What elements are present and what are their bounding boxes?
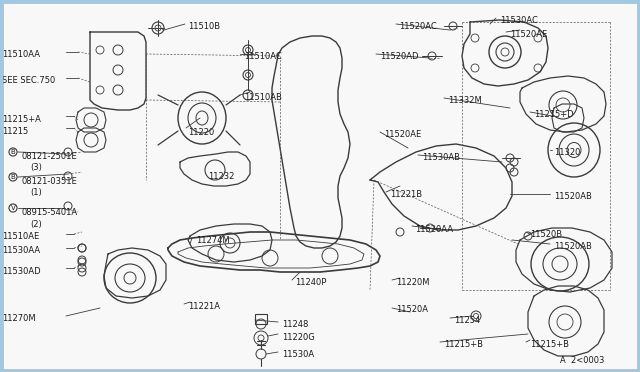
Text: 11270M: 11270M <box>2 314 36 323</box>
Text: 11232: 11232 <box>208 172 234 181</box>
Text: V: V <box>11 205 15 211</box>
Text: 11320: 11320 <box>554 148 580 157</box>
Text: 11520B: 11520B <box>530 230 562 239</box>
Text: B: B <box>11 149 15 155</box>
Text: 11530AA: 11530AA <box>2 246 40 255</box>
Text: 11520AE: 11520AE <box>384 130 421 139</box>
Text: 11510AA: 11510AA <box>2 50 40 59</box>
Text: 11520AB: 11520AB <box>554 242 592 251</box>
Text: 11510AB: 11510AB <box>244 93 282 102</box>
Text: 08121-2501E: 08121-2501E <box>22 152 77 161</box>
Text: 11520AE: 11520AE <box>510 30 547 39</box>
Text: 11510B: 11510B <box>188 22 220 31</box>
Text: 11248: 11248 <box>282 320 308 329</box>
Text: 11520AC: 11520AC <box>399 22 436 31</box>
Text: 11530AC: 11530AC <box>500 16 538 25</box>
Text: A  2<0003: A 2<0003 <box>560 356 604 365</box>
Text: 11520AB: 11520AB <box>554 192 592 201</box>
Text: 11254: 11254 <box>454 316 480 325</box>
Text: 11215: 11215 <box>2 127 28 136</box>
Text: (3): (3) <box>30 163 42 172</box>
Text: 11215+B: 11215+B <box>444 340 483 349</box>
Text: 11530A: 11530A <box>282 350 314 359</box>
Text: 11220M: 11220M <box>396 278 429 287</box>
Text: 11220G: 11220G <box>282 333 315 342</box>
Text: 11332M: 11332M <box>448 96 482 105</box>
Text: 11520AA: 11520AA <box>415 225 453 234</box>
Text: 11221A: 11221A <box>188 302 220 311</box>
Text: 11510AC: 11510AC <box>244 52 282 61</box>
Text: SEE SEC.750: SEE SEC.750 <box>2 76 55 85</box>
Text: 11240P: 11240P <box>295 278 326 287</box>
Text: 11221B: 11221B <box>390 190 422 199</box>
Text: 11520A: 11520A <box>396 305 428 314</box>
Text: 11510AE: 11510AE <box>2 232 39 241</box>
Text: (2): (2) <box>30 220 42 229</box>
Text: 11530AB: 11530AB <box>422 153 460 162</box>
Text: 11215+A: 11215+A <box>2 115 41 124</box>
Text: 08915-5401A: 08915-5401A <box>22 208 78 217</box>
Text: 11520AD: 11520AD <box>380 52 419 61</box>
Bar <box>255 314 267 324</box>
Text: 11215+B: 11215+B <box>530 340 569 349</box>
Text: 11220: 11220 <box>188 128 214 137</box>
Text: 11274M: 11274M <box>196 236 230 245</box>
Text: (1): (1) <box>30 188 42 197</box>
Text: B: B <box>11 174 15 180</box>
Text: 11530AD: 11530AD <box>2 267 40 276</box>
Text: 08121-0351E: 08121-0351E <box>22 177 77 186</box>
Text: 11215+D: 11215+D <box>534 110 573 119</box>
